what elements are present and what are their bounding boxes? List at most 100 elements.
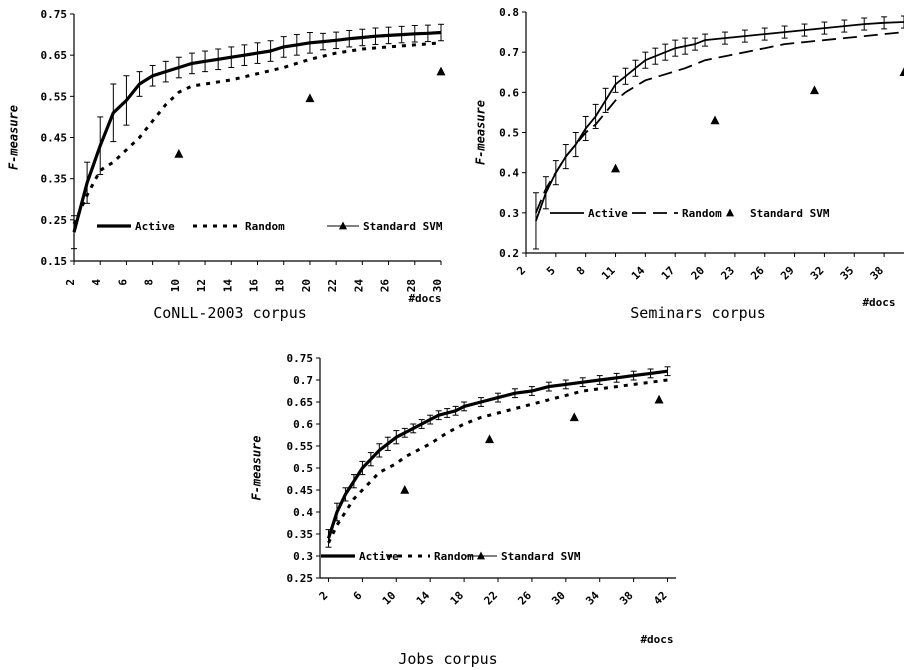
y-tick-label: 0.15 <box>41 255 68 268</box>
svm-point <box>436 66 446 76</box>
x-tick-label: 34 <box>583 589 602 608</box>
x-tick-label: 22 <box>482 589 501 608</box>
x-tick-label: 8 <box>574 264 588 278</box>
legend-active-label: Active <box>588 207 628 220</box>
x-tick-label: 14 <box>414 589 433 608</box>
y-axis-label: F-measure <box>474 100 488 165</box>
y-tick-label: 0.35 <box>41 173 68 186</box>
x-tick-label: 18 <box>274 279 287 292</box>
y-tick-label: 0.3 <box>499 207 519 220</box>
legend-random-label: Random <box>434 550 474 563</box>
y-tick-label: 0.5 <box>499 127 519 140</box>
legend-svm-marker <box>476 551 486 560</box>
x-tick-label: 16 <box>248 279 261 293</box>
x-axis-label: #docs <box>408 292 441 305</box>
y-tick-label: 0.4 <box>499 167 519 180</box>
random-series-line <box>535 31 904 214</box>
y-tick-label: 0.6 <box>293 418 313 431</box>
legend-svm-marker <box>338 221 348 230</box>
x-tick-label: 20 <box>689 264 708 283</box>
random-series-line <box>72 41 442 225</box>
y-tick-label: 0.3 <box>293 550 313 563</box>
x-tick-label: 18 <box>448 589 467 608</box>
svm-point <box>305 93 315 103</box>
svm-point <box>611 163 621 173</box>
y-tick-label: 0.25 <box>287 572 314 585</box>
y-tick-label: 0.55 <box>287 440 314 453</box>
y-tick-label: 0.7 <box>499 46 519 59</box>
svm-point <box>710 115 720 125</box>
x-tick-label: 2 <box>64 279 77 286</box>
svm-point <box>654 394 664 404</box>
x-tick-label: 5 <box>544 264 558 278</box>
active-series-line <box>535 21 904 222</box>
x-tick-label: 2 <box>317 589 331 603</box>
x-tick-label: 30 <box>549 589 568 608</box>
svm-point <box>485 434 495 444</box>
chart-caption: Jobs corpus <box>398 650 497 668</box>
legend-active-label: Active <box>359 550 399 563</box>
x-tick-label: 14 <box>629 264 648 283</box>
y-axis-label: F-measure <box>250 435 264 500</box>
x-tick-label: 10 <box>380 589 399 608</box>
x-tick-label: 38 <box>617 589 636 608</box>
y-tick-label: 0.2 <box>499 247 519 260</box>
x-tick-label: 28 <box>405 279 418 292</box>
y-tick-label: 0.7 <box>293 374 313 387</box>
x-tick-label: 6 <box>116 279 129 286</box>
legend-svm-marker <box>725 208 735 217</box>
y-tick-label: 0.5 <box>293 462 313 475</box>
x-tick-label: 4 <box>90 279 103 286</box>
random-series-line <box>327 378 668 544</box>
legend-random-label: Random <box>682 207 722 220</box>
y-tick-label: 0.75 <box>287 352 314 365</box>
legend-svm-label: Standard SVM <box>750 207 830 220</box>
svm-point <box>809 85 819 95</box>
x-tick-label: 29 <box>778 264 797 283</box>
x-tick-label: 24 <box>352 279 365 293</box>
legend-svm-label: Standard SVM <box>501 550 581 563</box>
y-tick-label: 0.75 <box>41 8 68 21</box>
y-tick-label: 0.25 <box>41 214 68 227</box>
y-tick-label: 0.65 <box>41 49 68 62</box>
y-tick-label: 0.6 <box>499 86 519 99</box>
chart-caption: Seminars corpus <box>630 304 765 322</box>
x-axis-label: #docs <box>640 633 673 646</box>
x-tick-label: 26 <box>748 264 767 283</box>
y-tick-label: 0.8 <box>499 6 519 19</box>
y-tick-label: 0.4 <box>293 506 313 519</box>
x-tick-label: 23 <box>718 264 737 283</box>
chart-caption: CoNLL-2003 corpus <box>153 304 307 322</box>
legend-random-label: Random <box>245 220 285 233</box>
x-tick-label: 35 <box>838 264 857 283</box>
x-tick-label: 26 <box>515 589 534 608</box>
x-axis-label: #docs <box>862 296 895 309</box>
x-tick-label: 20 <box>300 279 313 292</box>
svm-point <box>569 412 579 422</box>
x-tick-label: 30 <box>431 279 444 292</box>
legend-active-label: Active <box>135 220 175 233</box>
x-tick-label: 12 <box>195 279 208 292</box>
x-tick-label: 2 <box>514 264 528 278</box>
chart-jobs: 0.25 0.3 0.35 0.4 0.45 0.5 0.55 0.6 0.65 0.7 0.75 2… <box>250 352 676 668</box>
x-tick-label: 6 <box>351 589 365 603</box>
chart-seminars: 0.2 0.3 0.4 0.5 0.6 0.7 0.8 2 5 8 11 14 17 20 23 26 29 32… <box>474 6 904 322</box>
x-tick-label: 17 <box>659 264 678 283</box>
x-tick-label: 26 <box>379 279 392 293</box>
y-tick-label: 0.35 <box>287 528 314 541</box>
x-tick-label: 14 <box>221 279 234 293</box>
x-tick-label: 10 <box>169 279 182 292</box>
x-tick-label: 38 <box>868 264 887 283</box>
y-tick-label: 0.55 <box>41 90 68 103</box>
x-tick-label: 22 <box>326 279 339 292</box>
legend-svm-label: Standard SVM <box>363 220 443 233</box>
y-tick-label: 0.45 <box>287 484 314 497</box>
x-tick-label: 32 <box>808 264 827 283</box>
svm-point <box>400 485 410 494</box>
x-tick-label: 42 <box>651 589 670 608</box>
svm-point <box>174 148 184 158</box>
y-tick-label: 0.45 <box>41 132 68 145</box>
chart-conll: 0.150.250.350.450.550.650.752 4 6 8 10 12 14 16… <box>7 8 446 322</box>
y-tick-label: 0.65 <box>287 396 314 409</box>
